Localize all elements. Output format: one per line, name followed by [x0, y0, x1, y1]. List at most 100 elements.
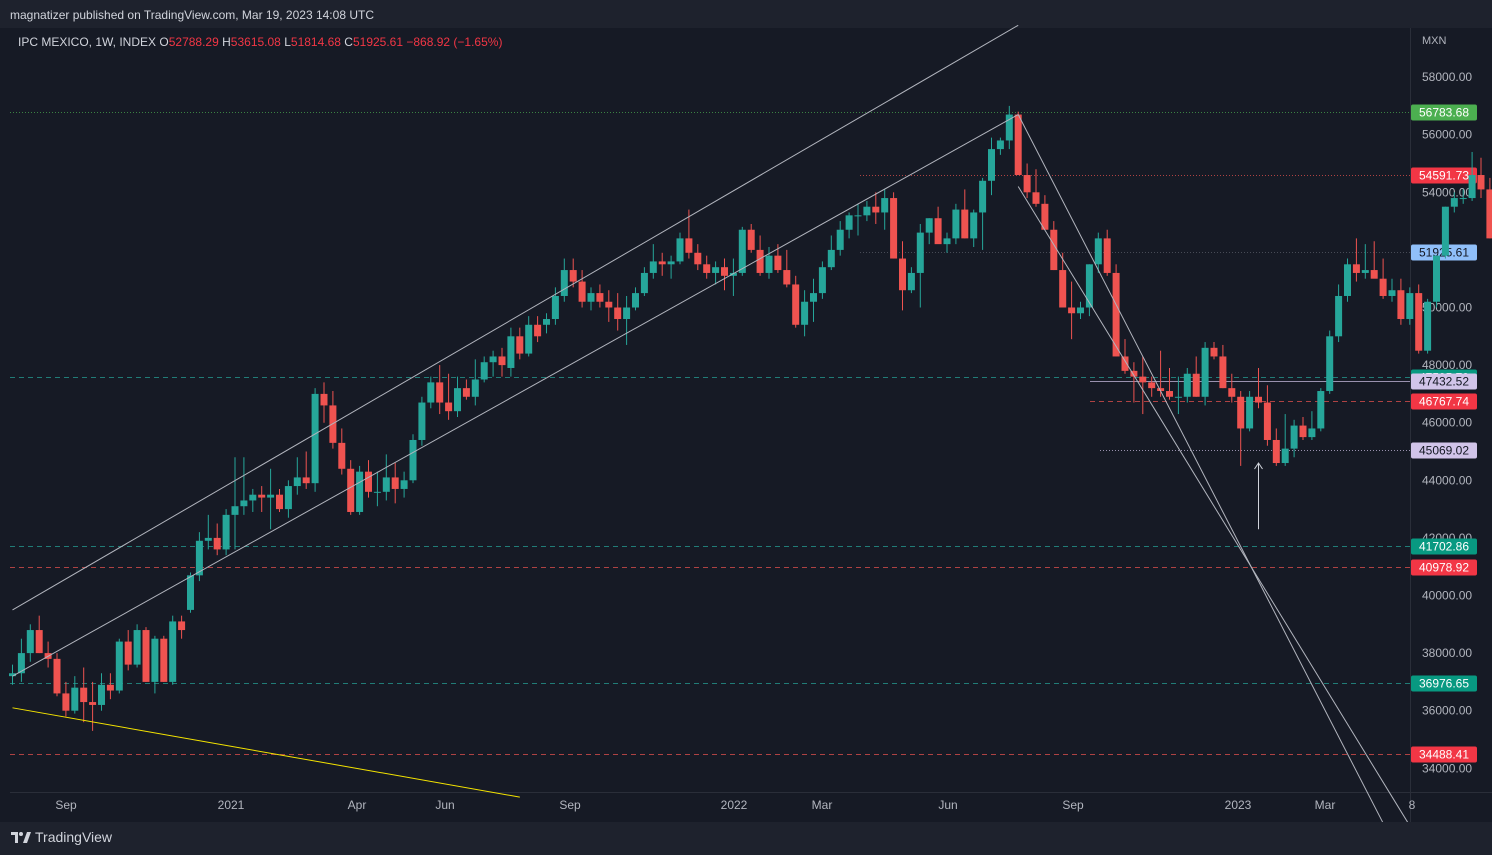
x-tick-label: 8: [1409, 798, 1416, 812]
candle-body: [142, 630, 150, 682]
y-tick-label: 56000.00: [1422, 128, 1472, 142]
close-value: 51925.61: [352, 35, 404, 49]
candle-body: [1352, 264, 1360, 273]
symbol-legend: IPC MEXICO, 1W, INDEX O52788.29 H53615.0…: [18, 35, 502, 49]
y-tick-label: 44000.00: [1422, 473, 1472, 487]
y-tick-label: 50000.00: [1422, 301, 1472, 315]
candle-body: [765, 255, 773, 273]
candle-body: [1005, 114, 1013, 141]
candle-body: [1023, 175, 1031, 193]
candle-body: [302, 477, 310, 484]
y-tick-label: 58000.00: [1422, 70, 1472, 84]
price-level-value: 45069.02: [1419, 444, 1469, 458]
candle-body: [1077, 307, 1084, 314]
x-tick-label: 2022: [721, 798, 748, 812]
candle-body: [640, 272, 648, 294]
low-label: L: [284, 35, 291, 49]
x-tick-label: Sep: [559, 798, 581, 812]
candle-body: [1103, 238, 1111, 273]
candle-body: [721, 267, 728, 276]
candle-body: [578, 281, 586, 302]
candle-body: [1397, 290, 1405, 320]
candle-body: [694, 252, 702, 265]
candle-body: [854, 215, 862, 217]
y-tick-label: 36000.00: [1422, 704, 1472, 718]
candle-body: [827, 249, 835, 268]
candle-body: [1219, 356, 1227, 389]
candle-body: [1174, 396, 1182, 398]
candle-body: [9, 673, 16, 677]
candle-body: [836, 229, 844, 250]
candle-body: [1148, 382, 1156, 389]
brand[interactable]: TradingView: [11, 829, 112, 845]
candle-body: [106, 684, 114, 691]
candle-body: [1228, 388, 1236, 397]
candle-body: [952, 209, 960, 239]
candle-body: [738, 229, 746, 273]
candle-body: [347, 468, 355, 512]
candle-body: [53, 658, 61, 694]
candle-body: [382, 477, 390, 492]
candle-body: [1406, 293, 1414, 320]
brand-name: TradingView: [35, 829, 113, 845]
candle-body: [409, 439, 417, 481]
candle-body: [1433, 255, 1440, 302]
candle-body: [970, 212, 978, 239]
price-level-value: 46767.74: [1419, 395, 1469, 409]
currency-label: MXN: [1422, 35, 1447, 47]
candle-body: [632, 293, 639, 308]
y-tick-label: 40000.00: [1422, 589, 1472, 603]
high-label: H: [222, 35, 231, 49]
candle-body: [489, 356, 497, 363]
candle-body: [534, 324, 542, 337]
candle-body: [1335, 295, 1343, 337]
candle-body: [1094, 238, 1102, 265]
candle-body: [133, 630, 141, 665]
candle-body: [276, 494, 283, 510]
price-level-value: 54591.73: [1419, 169, 1469, 183]
candle-body: [587, 293, 595, 302]
candle-body: [1450, 198, 1458, 207]
tradingview-logo-icon: [11, 832, 31, 843]
price-level-value: 40978.92: [1419, 561, 1469, 575]
candle-body: [1157, 388, 1165, 392]
price-level-value: 56783.68: [1419, 106, 1469, 120]
candle-body: [551, 295, 559, 320]
price-level-tag: [1411, 746, 1477, 763]
candle-body: [712, 267, 720, 273]
candle-body: [623, 307, 631, 320]
candle-body: [187, 575, 194, 610]
candle-body: [1308, 428, 1316, 438]
price-level-tag: [1411, 538, 1477, 555]
candle-body: [17, 653, 25, 674]
candle-body: [115, 641, 123, 691]
candle-body: [810, 293, 817, 302]
candle-body: [1112, 272, 1120, 357]
candle-body: [1130, 370, 1138, 377]
candle-body: [462, 388, 470, 397]
candle-body: [480, 362, 488, 380]
candle-body: [1370, 270, 1378, 279]
trend-line: [12, 114, 1019, 677]
candle-body: [356, 471, 364, 512]
candle-body: [213, 537, 221, 550]
candle-body: [979, 180, 987, 213]
price-level-tag: [1411, 167, 1477, 184]
close-label: C: [344, 35, 353, 49]
candle-body: [26, 630, 34, 654]
candle-body: [436, 382, 444, 403]
candle-body: [729, 272, 737, 276]
candle-body: [35, 630, 43, 654]
y-tick-label: 54000.00: [1422, 185, 1472, 199]
candle-body: [454, 388, 461, 412]
candle-body: [1085, 264, 1093, 308]
candle-body: [507, 336, 515, 368]
candle-body: [1272, 439, 1280, 464]
candle-body: [160, 638, 168, 682]
candle-body: [1486, 189, 1492, 239]
candle-body: [1424, 301, 1432, 351]
chart-area[interactable]: [10, 28, 1410, 792]
candle-body: [747, 229, 755, 250]
candle-body: [614, 307, 622, 320]
